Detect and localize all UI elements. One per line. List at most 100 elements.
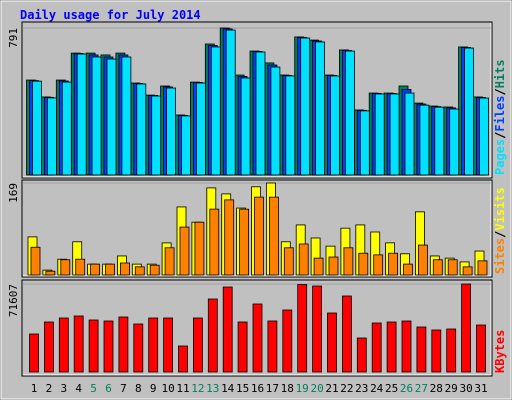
bar bbox=[389, 93, 400, 176]
bar bbox=[209, 208, 220, 276]
x-tick-label: 3 bbox=[60, 382, 67, 395]
bar bbox=[343, 247, 354, 276]
bar bbox=[432, 259, 443, 276]
bar bbox=[163, 317, 174, 373]
x-tick-label: 6 bbox=[105, 382, 112, 395]
bar bbox=[207, 298, 218, 373]
bar bbox=[359, 110, 370, 176]
bar bbox=[120, 262, 130, 276]
bar bbox=[75, 258, 86, 276]
x-tick-label: 22 bbox=[340, 382, 353, 395]
x-tick-label: 20 bbox=[310, 382, 323, 395]
bar bbox=[88, 319, 99, 373]
bar bbox=[285, 75, 296, 176]
bar bbox=[464, 47, 475, 176]
legend-entry: Hits bbox=[493, 59, 507, 88]
legend-entry: Pages bbox=[493, 139, 507, 175]
bar bbox=[341, 295, 352, 373]
bar bbox=[477, 260, 488, 276]
x-tick-label: 8 bbox=[135, 382, 142, 395]
bar bbox=[476, 324, 486, 373]
x-tick-label: 28 bbox=[430, 382, 443, 395]
legend: KBytes bbox=[493, 330, 507, 373]
bar bbox=[401, 320, 412, 373]
x-tick-label: 14 bbox=[221, 382, 235, 395]
x-tick-label: 15 bbox=[236, 382, 249, 395]
bar bbox=[312, 285, 323, 373]
bar bbox=[194, 221, 205, 276]
y-tick-label: 71607 bbox=[7, 284, 20, 317]
bar bbox=[403, 263, 413, 276]
bar bbox=[267, 320, 278, 373]
bar bbox=[330, 75, 340, 176]
bar bbox=[419, 104, 430, 176]
bar bbox=[151, 95, 162, 176]
x-tick-label: 2 bbox=[46, 382, 53, 395]
bar bbox=[356, 337, 367, 373]
bar bbox=[61, 81, 72, 176]
bar bbox=[417, 244, 428, 276]
bar bbox=[255, 51, 266, 176]
bar bbox=[149, 264, 160, 276]
x-tick-label: 9 bbox=[150, 382, 157, 395]
bar bbox=[240, 77, 251, 176]
bar bbox=[106, 58, 117, 176]
bar bbox=[73, 315, 84, 373]
bar bbox=[416, 326, 427, 373]
bar bbox=[313, 257, 324, 276]
x-tick-label: 27 bbox=[415, 382, 428, 395]
bar bbox=[32, 80, 42, 176]
bar bbox=[76, 53, 87, 176]
bar bbox=[298, 243, 309, 276]
chart-title: Daily usage for July 2014 bbox=[20, 8, 201, 22]
bar bbox=[29, 333, 39, 373]
bar bbox=[268, 196, 279, 276]
bar bbox=[60, 259, 71, 276]
bar bbox=[297, 284, 308, 373]
bar bbox=[237, 321, 248, 373]
bar bbox=[105, 263, 115, 276]
x-tick-label: 19 bbox=[296, 382, 309, 395]
bar bbox=[103, 320, 114, 373]
bar bbox=[252, 303, 263, 373]
bar bbox=[434, 106, 445, 176]
bar bbox=[47, 97, 57, 176]
y-tick-label: 169 bbox=[7, 183, 20, 203]
bar bbox=[374, 93, 385, 176]
bar bbox=[461, 283, 472, 373]
bar bbox=[447, 259, 458, 276]
bar bbox=[404, 92, 415, 176]
legend-entry: Sites bbox=[493, 238, 507, 274]
bar bbox=[446, 328, 457, 373]
bar bbox=[30, 246, 41, 276]
bar bbox=[462, 266, 473, 276]
y-tick-label: 791 bbox=[7, 28, 20, 48]
bar bbox=[327, 312, 337, 373]
x-tick-label: 25 bbox=[385, 382, 398, 395]
bar bbox=[270, 66, 281, 176]
bar bbox=[192, 317, 203, 373]
bar bbox=[282, 309, 293, 373]
bar bbox=[210, 46, 221, 176]
x-tick-label: 17 bbox=[266, 382, 279, 395]
x-tick-label: 13 bbox=[206, 382, 219, 395]
legend: Sites/Visits bbox=[493, 187, 507, 274]
x-tick-label: 10 bbox=[161, 382, 174, 395]
bar bbox=[358, 252, 369, 276]
legend-separator: / bbox=[493, 132, 507, 139]
bar bbox=[195, 82, 206, 176]
bar bbox=[254, 196, 264, 276]
x-tick-label: 16 bbox=[251, 382, 264, 395]
bar bbox=[166, 87, 177, 176]
bar bbox=[328, 256, 339, 276]
x-tick-label: 26 bbox=[400, 382, 413, 395]
bar bbox=[181, 115, 191, 176]
bar bbox=[344, 50, 355, 176]
legend-entry: Visits bbox=[493, 187, 507, 230]
x-tick-label: 24 bbox=[370, 382, 384, 395]
x-tick-label: 4 bbox=[75, 382, 82, 395]
bar bbox=[239, 208, 250, 276]
bar bbox=[449, 108, 460, 176]
x-tick-label: 1 bbox=[31, 382, 38, 395]
